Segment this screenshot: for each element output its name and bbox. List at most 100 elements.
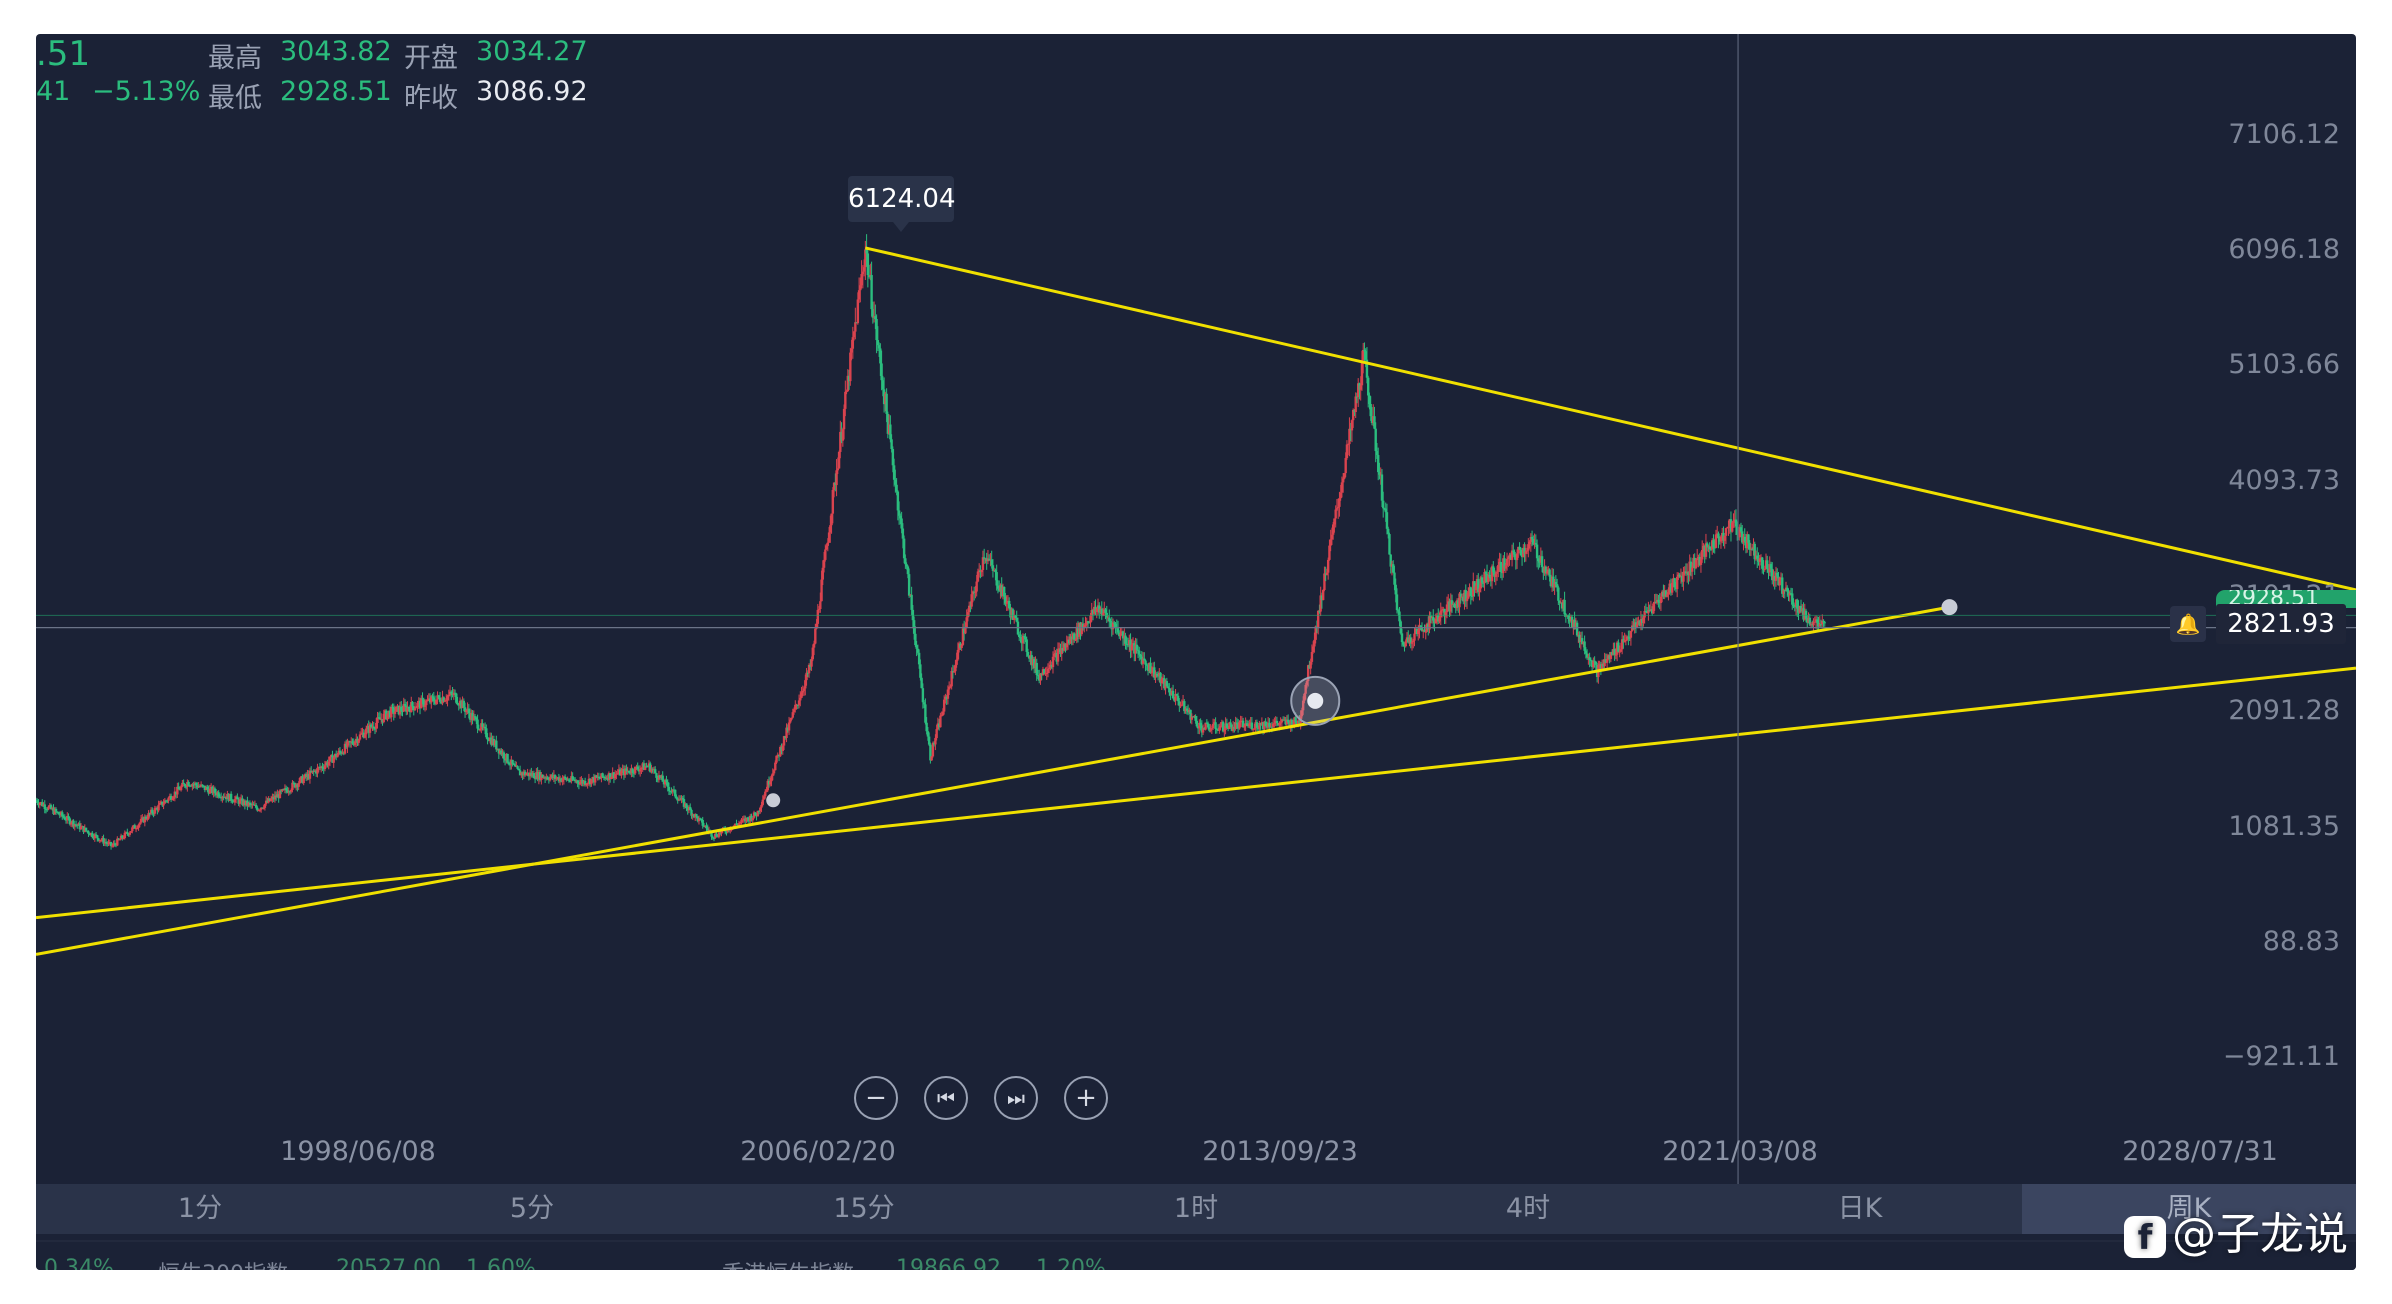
candle-body	[535, 772, 538, 780]
candle-body	[106, 843, 109, 845]
candle-body	[937, 723, 941, 728]
candle-body	[979, 570, 982, 573]
candle-body	[1070, 636, 1073, 640]
tab-daily[interactable]: 日K	[1837, 1193, 1883, 1224]
candle-body	[867, 275, 871, 278]
candle-body	[1005, 602, 1008, 604]
candle-body	[1509, 554, 1513, 560]
candle-body	[847, 375, 851, 382]
candle-body	[1769, 564, 1773, 569]
candle-body	[800, 692, 803, 698]
candle-body	[1507, 557, 1510, 559]
candle-body	[178, 789, 182, 791]
candle-body	[1245, 723, 1249, 725]
candle-body	[714, 833, 717, 839]
candle-body	[1793, 606, 1796, 608]
candle-body	[777, 754, 781, 757]
candle-body	[1330, 534, 1334, 540]
candle-body	[131, 827, 134, 832]
candle-body	[1585, 653, 1589, 658]
open-label: 开盘	[404, 43, 458, 74]
candle-body	[416, 702, 419, 708]
candle-body	[640, 767, 643, 770]
candle-body	[1588, 657, 1591, 661]
candle-body	[1388, 534, 1391, 555]
candle-body	[741, 819, 744, 821]
candle-body	[401, 710, 404, 712]
candle-body	[1223, 729, 1226, 732]
candle-body	[1193, 716, 1196, 718]
tab-5min[interactable]: 5分	[509, 1193, 555, 1224]
candle-body	[515, 766, 518, 768]
candle-body	[702, 825, 706, 827]
candle-body	[560, 778, 563, 782]
candle-body	[804, 680, 807, 689]
candle-body	[1099, 608, 1102, 613]
candle-body	[1472, 581, 1475, 597]
candle-body	[1283, 719, 1286, 721]
candle-body	[930, 756, 933, 761]
candle-body	[181, 782, 184, 787]
ticker-name[interactable]: 恒生300指数	[158, 1256, 288, 1270]
trendline-support-2	[36, 605, 1950, 956]
price-chart[interactable]	[36, 34, 2356, 1270]
candle-body	[761, 799, 764, 805]
candle-body	[1091, 610, 1095, 614]
candle-body	[533, 778, 537, 780]
candle-body	[689, 807, 692, 810]
candle-body	[207, 789, 210, 794]
candle-body	[375, 722, 378, 729]
candle-body	[316, 767, 319, 774]
candle-body	[1149, 662, 1152, 674]
skip-forward-button[interactable]: ⏭	[994, 1076, 1038, 1120]
candle-body	[1512, 550, 1515, 552]
tab-15min[interactable]: 15分	[833, 1193, 895, 1224]
candle-body	[1612, 649, 1615, 655]
candle-body	[1276, 722, 1280, 726]
ticker-name[interactable]: 香港恒生指数	[722, 1256, 854, 1270]
candle-body	[1004, 596, 1007, 604]
y-tick: 2091.28	[2228, 695, 2340, 726]
bell-icon[interactable]: 🔔	[2170, 606, 2206, 642]
candle-body	[91, 832, 94, 837]
candle-body	[1109, 621, 1112, 623]
y-tick: 88.83	[2262, 926, 2340, 957]
candle-body	[335, 753, 338, 758]
candle-body	[1475, 579, 1479, 587]
candle-body	[1693, 557, 1696, 569]
candle-body	[197, 786, 200, 788]
candle-body	[1669, 583, 1673, 593]
candle-body	[1236, 723, 1240, 729]
candle-body	[842, 408, 846, 430]
candle-body	[1652, 603, 1655, 614]
skip-back-button[interactable]: ⏮	[924, 1076, 968, 1120]
tab-1hour[interactable]: 1时	[1173, 1193, 1219, 1224]
candle-body	[1463, 590, 1466, 602]
candle-body	[1143, 658, 1146, 661]
candle-body	[206, 786, 209, 790]
zoom-out-button[interactable]: −	[854, 1076, 898, 1120]
candle-body	[1798, 605, 1801, 613]
candle-body	[882, 389, 886, 405]
candle-body	[1338, 498, 1341, 507]
candle-body	[1538, 561, 1541, 563]
tab-4hour[interactable]: 4时	[1505, 1193, 1551, 1224]
tab-1min[interactable]: 1分	[177, 1193, 223, 1224]
candle-body	[1434, 618, 1437, 624]
candle-body	[894, 479, 897, 485]
candle-body	[1473, 581, 1476, 591]
candle-body	[950, 671, 953, 687]
candle-body	[1329, 539, 1332, 546]
candle-body	[1692, 557, 1695, 568]
candle-body	[1038, 675, 1041, 681]
candle-body	[1151, 667, 1155, 673]
candle-body	[1638, 620, 1641, 626]
candle-body	[1126, 644, 1130, 646]
candle-body	[1405, 637, 1409, 642]
tab-weekly[interactable]: 周K	[2022, 1184, 2356, 1234]
zoom-in-button[interactable]: +	[1064, 1076, 1108, 1120]
candle-body	[1751, 548, 1754, 550]
candle-body	[887, 424, 891, 434]
y-tick: 7106.12	[2228, 119, 2340, 150]
candle-body	[623, 768, 627, 776]
